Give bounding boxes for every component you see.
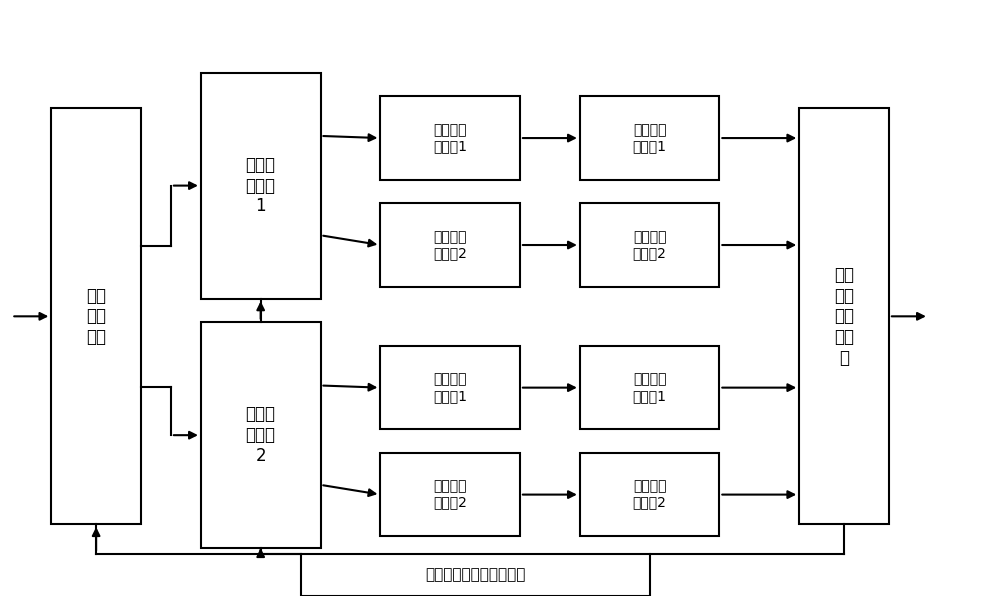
Text: 匹配相关
子模块2: 匹配相关 子模块2	[633, 479, 667, 510]
Text: 匹配相关
子模块1: 匹配相关 子模块1	[633, 123, 667, 153]
Text: 频偏和位同步调整子模块: 频偏和位同步调整子模块	[425, 567, 525, 582]
Bar	[380, 453, 520, 536]
Text: 数据延迟
子模块2: 数据延迟 子模块2	[433, 230, 467, 260]
Text: 重采
样了
模块: 重采 样了 模块	[86, 287, 106, 346]
Bar	[799, 108, 889, 524]
Bar	[201, 73, 320, 298]
Bar	[380, 204, 520, 287]
Text: 匹配相关
子模块1: 匹配相关 子模块1	[633, 373, 667, 403]
Text: 数据延迟
子模块1: 数据延迟 子模块1	[433, 373, 467, 403]
Bar	[201, 322, 320, 548]
Text: 频率补
偿子模
1: 频率补 偿子模 1	[246, 156, 276, 216]
Bar	[380, 97, 520, 180]
Bar	[580, 97, 719, 180]
Text: 频率补
偿子模
2: 频率补 偿子模 2	[246, 405, 276, 465]
Text: 相关
结果
比较
子模
块: 相关 结果 比较 子模 块	[834, 266, 854, 367]
Text: 匹配相关
子模块2: 匹配相关 子模块2	[633, 230, 667, 260]
Text: 数据延迟
子模块1: 数据延迟 子模块1	[433, 123, 467, 153]
Text: 数据延迟
子模块2: 数据延迟 子模块2	[433, 479, 467, 510]
Bar	[580, 346, 719, 429]
Bar	[380, 346, 520, 429]
Bar	[580, 204, 719, 287]
Bar	[580, 453, 719, 536]
Bar	[301, 554, 650, 596]
Bar	[51, 108, 141, 524]
